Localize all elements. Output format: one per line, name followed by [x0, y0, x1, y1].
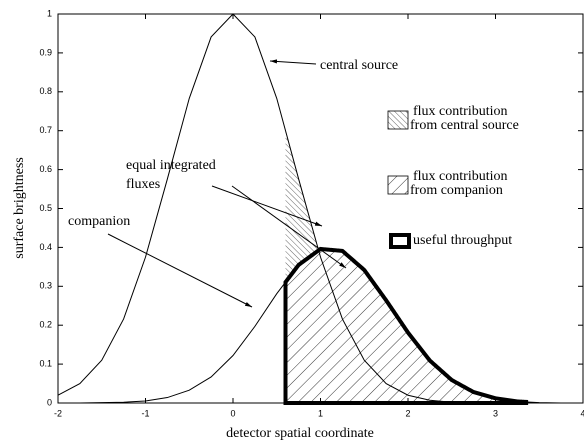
companion-flux-region	[285, 248, 527, 403]
y-tick-label: 0	[47, 397, 52, 407]
x-tick-label: 4	[580, 408, 584, 418]
x-axis-label: detector spatial coordinate	[226, 426, 374, 441]
x-tick-label: -1	[141, 408, 149, 418]
legend-swatch	[387, 175, 409, 195]
legend-label: flux contribution	[413, 104, 508, 119]
throughput-outline	[283, 246, 529, 405]
annotation: companion	[68, 214, 130, 229]
arrow	[269, 59, 317, 65]
x-tick-label: 0	[230, 408, 235, 418]
y-tick-label: 0.2	[39, 320, 52, 330]
legend-label: flux contribution	[413, 169, 508, 184]
y-tick-label: 0.5	[39, 203, 52, 213]
x-tick-label: 3	[493, 408, 498, 418]
y-tick-label: 0.8	[39, 86, 52, 96]
y-tick-label: 0.1	[39, 358, 52, 368]
legend-label: from central source	[410, 118, 519, 133]
y-tick-label: 0.6	[39, 164, 52, 174]
y-tick-label: 0.4	[39, 242, 52, 252]
x-tick-label: 1	[318, 408, 323, 418]
legend-swatch	[389, 233, 411, 249]
y-tick-label: 0.3	[39, 281, 52, 291]
y-axis-label: surface brightness	[12, 157, 27, 258]
annotation: central source	[320, 58, 398, 73]
y-tick-label: 1	[47, 8, 52, 18]
x-tick-label: 2	[405, 408, 410, 418]
y-tick-label: 0.7	[39, 125, 52, 135]
legend-label: useful throughput	[413, 233, 512, 248]
annotation: fluxes	[126, 177, 160, 192]
legend-swatch	[387, 110, 409, 130]
legend-label: from companion	[410, 183, 503, 198]
y-tick-label: 0.9	[39, 47, 52, 57]
x-tick-label: -2	[54, 408, 62, 418]
arrow	[107, 233, 253, 308]
central-flux-region	[285, 130, 319, 283]
